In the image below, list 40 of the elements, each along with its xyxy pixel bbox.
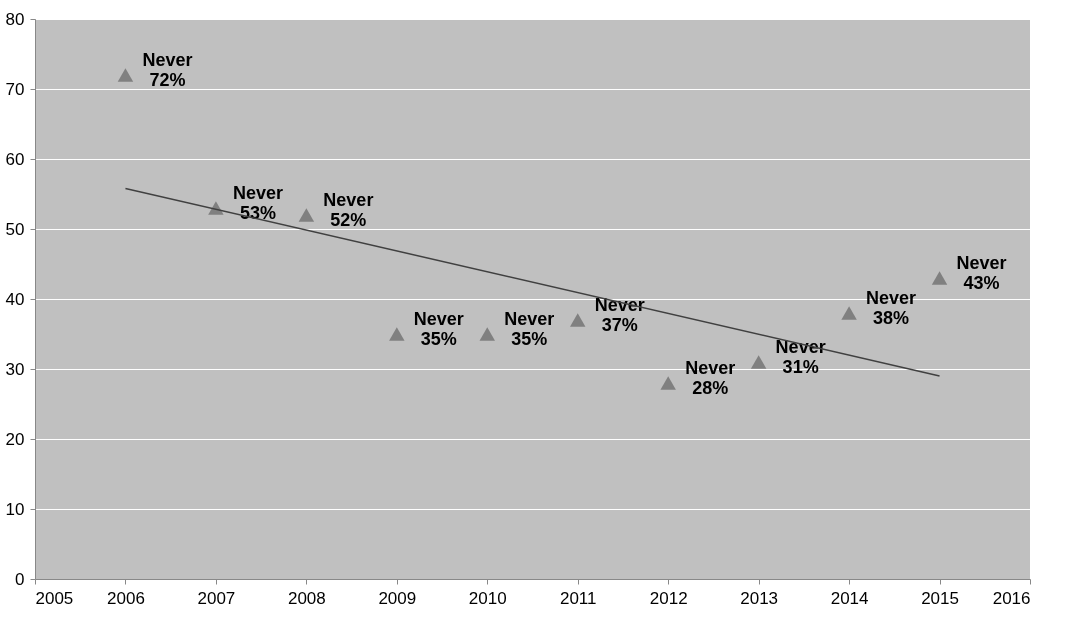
data-label: Never 72%	[142, 50, 193, 90]
point	[841, 306, 857, 320]
y-tick-label: 0	[15, 569, 25, 589]
x-tick-label: 2015	[921, 588, 959, 608]
data-label: Never 31%	[775, 337, 826, 377]
point	[389, 327, 405, 341]
point	[750, 355, 767, 369]
y-tick-label: 80	[5, 9, 25, 29]
x-tick-label: 2010	[468, 588, 507, 608]
x-tick-label: 2005	[35, 588, 74, 608]
point	[931, 271, 948, 285]
data-label: Never 43%	[956, 253, 1007, 293]
x-tick-label: 2011	[559, 588, 597, 608]
x-tick-label: 2013	[740, 588, 779, 608]
x-tick-label: 2016	[992, 588, 1031, 608]
y-tick-label: 30	[5, 359, 25, 379]
data-label: Never 35%	[504, 309, 555, 349]
y-tick-label: 20	[5, 429, 25, 449]
point	[298, 208, 315, 222]
point	[660, 376, 676, 390]
data-label: Never 52%	[323, 190, 374, 230]
y-tick-label: 40	[5, 289, 25, 309]
x-tick-label: 2012	[649, 588, 688, 608]
data-label: Never 37%	[594, 295, 645, 335]
y-tick-label: 70	[5, 79, 25, 99]
y-tick-label: 60	[5, 149, 25, 169]
x-tick-label: 2008	[287, 588, 326, 608]
point	[479, 327, 496, 341]
data-label: Never 38%	[866, 288, 917, 328]
x-tick-label: 2009	[378, 588, 417, 608]
x-tick-label: 2014	[830, 588, 869, 608]
point	[117, 68, 134, 82]
point	[569, 313, 586, 327]
data-label: Never 53%	[232, 183, 283, 223]
data-label: Never 28%	[685, 358, 736, 398]
y-tick-label: 50	[5, 219, 25, 239]
x-tick-label: 2007	[197, 588, 236, 608]
y-tick-label: 10	[5, 499, 25, 519]
data-label: Never 35%	[413, 309, 464, 349]
x-tick-label: 2006	[107, 588, 145, 608]
